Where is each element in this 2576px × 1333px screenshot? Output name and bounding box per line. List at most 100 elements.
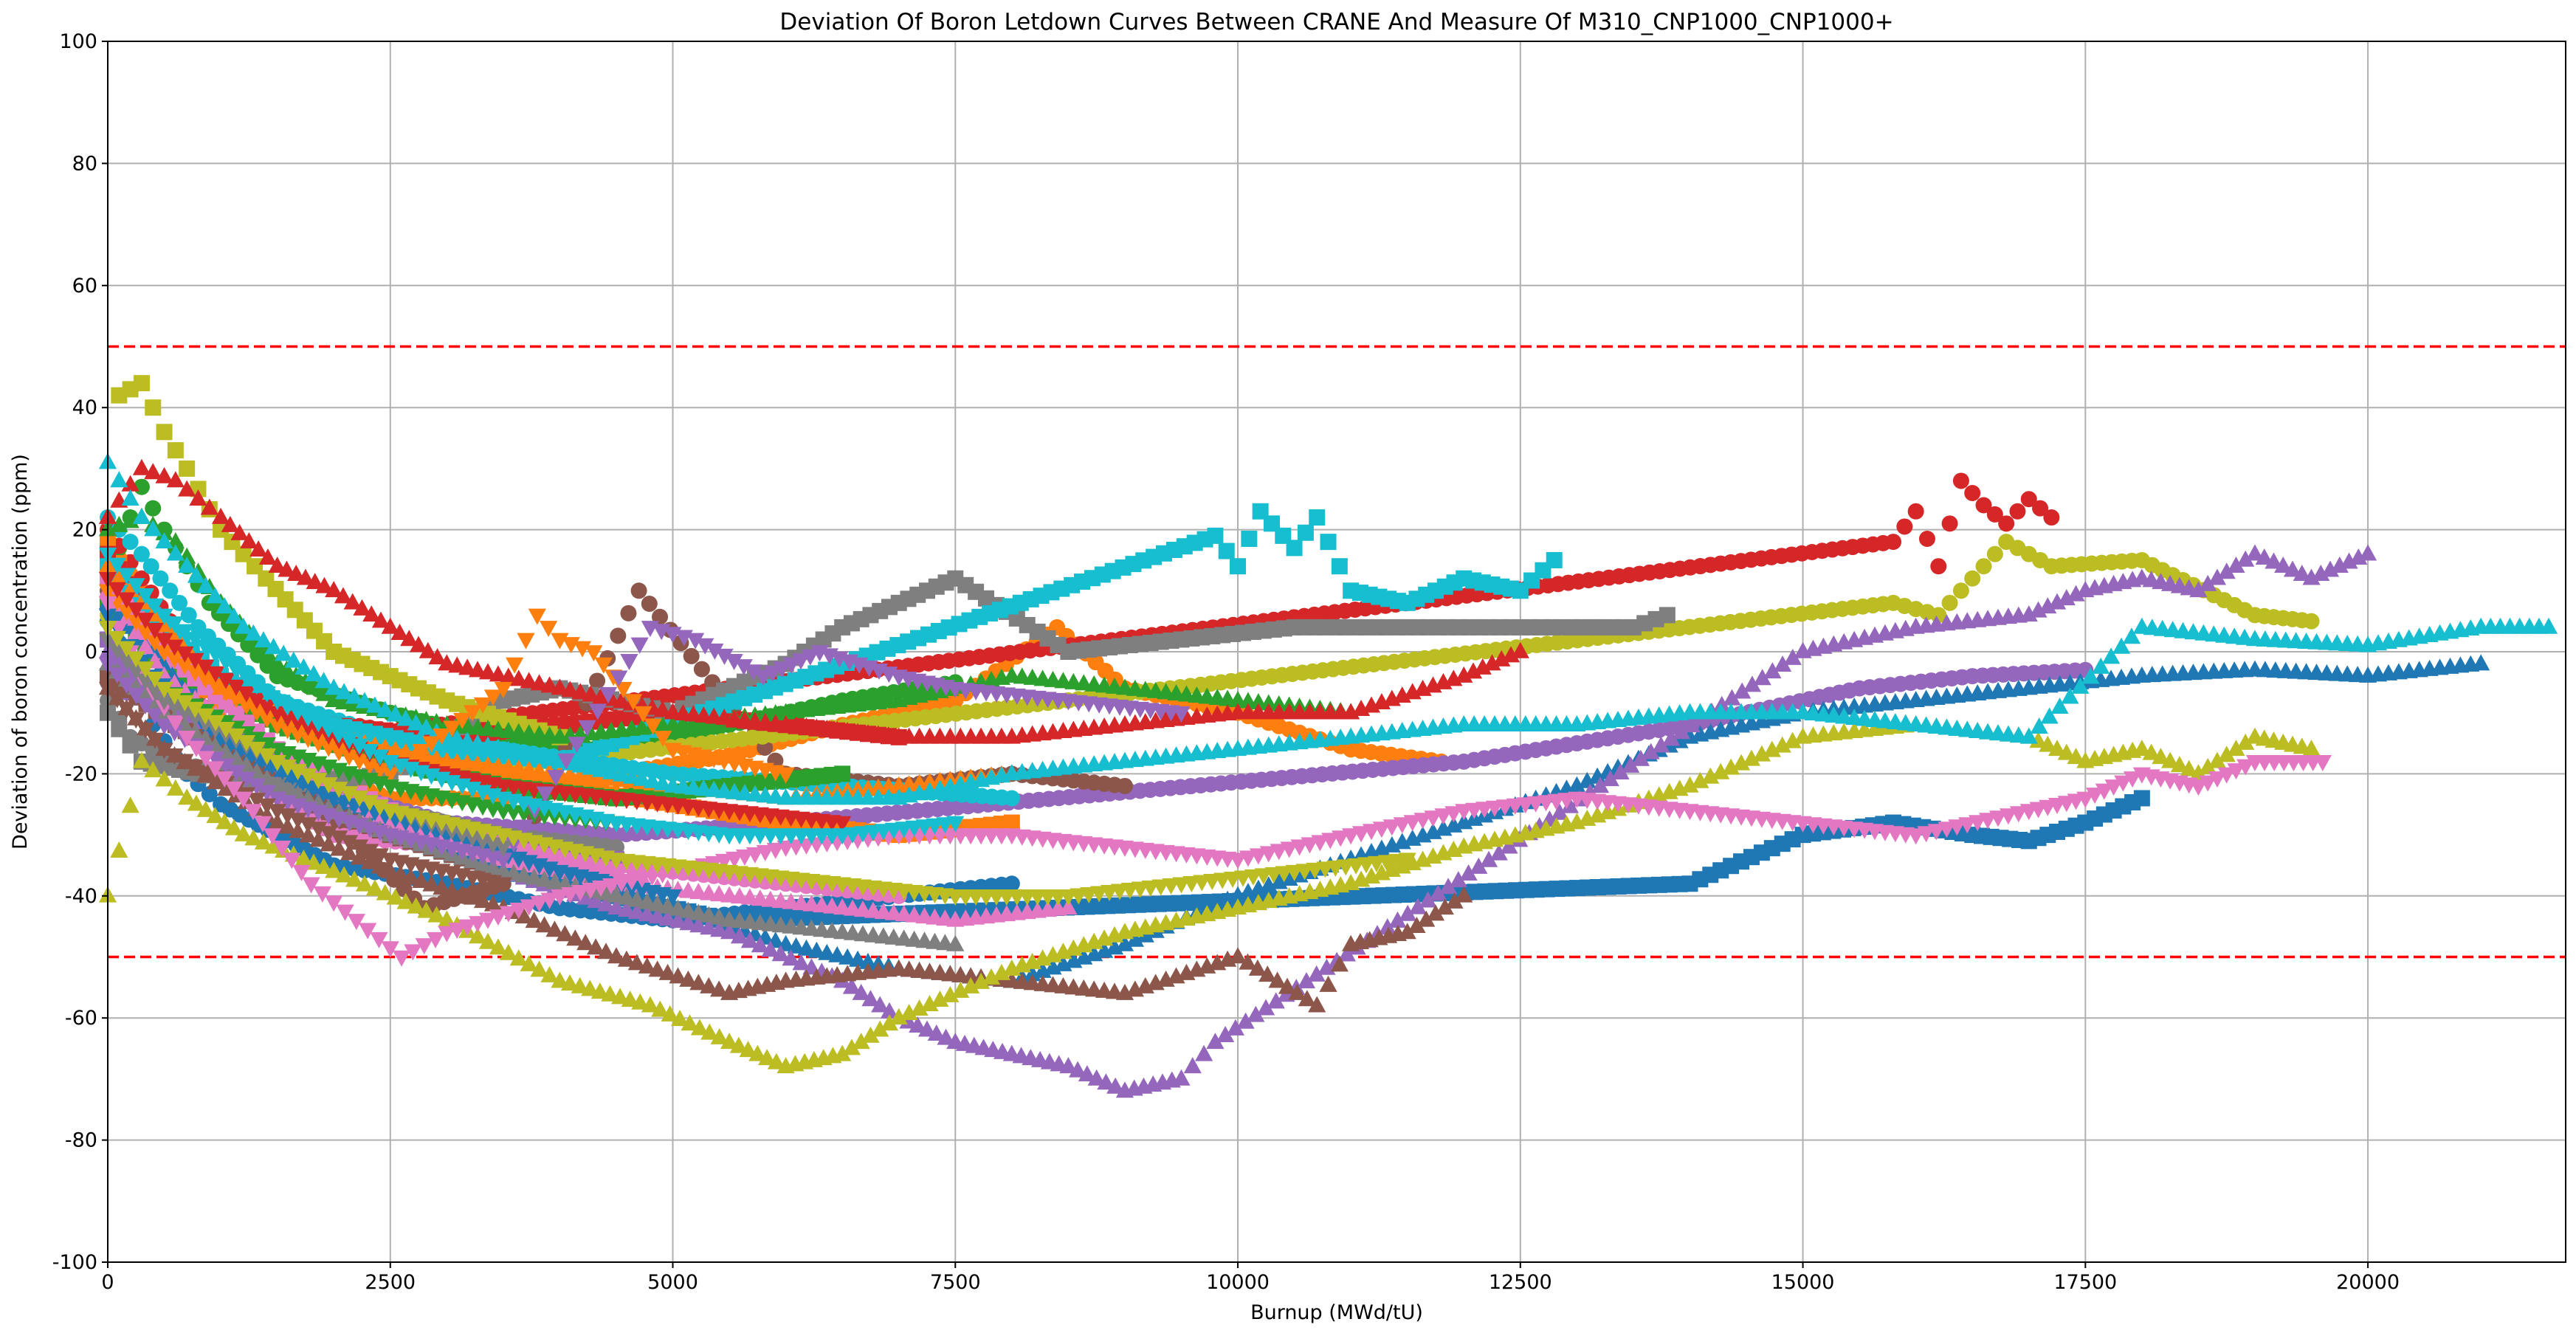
data-point [730, 927, 749, 944]
data-point [540, 749, 559, 766]
data-point [633, 769, 651, 786]
data-point [1003, 814, 1020, 831]
data-point [178, 557, 196, 574]
data-point [196, 751, 215, 768]
data-point [833, 1044, 852, 1061]
data-point [253, 816, 272, 833]
data-point [2019, 727, 2038, 744]
data-point [309, 773, 328, 790]
data-point [136, 722, 155, 739]
data-point [427, 906, 446, 923]
data-point [530, 747, 548, 764]
data-point [545, 920, 564, 937]
data-point [2020, 491, 2037, 508]
data-point [325, 690, 343, 707]
x-tick-label: 0 [101, 1271, 114, 1294]
data-point [2061, 687, 2079, 704]
data-point [1743, 675, 1762, 692]
data-point [1278, 977, 1297, 994]
data-point [917, 1020, 937, 1037]
data-point [2245, 544, 2265, 561]
data-point [951, 981, 970, 998]
data-point [216, 672, 235, 689]
y-tick-label: 60 [72, 275, 97, 297]
data-point [696, 638, 714, 655]
data-point [1591, 776, 1610, 793]
data-point [590, 982, 609, 999]
data-point [2019, 605, 2038, 622]
data-point [735, 849, 754, 866]
data-point [1681, 776, 1699, 793]
data-point [234, 791, 252, 808]
data-point [381, 767, 399, 784]
data-point [520, 745, 538, 762]
data-point [2349, 548, 2368, 565]
data-point [576, 888, 595, 905]
y-tick-label: 40 [72, 396, 97, 419]
data-point [1964, 570, 1981, 587]
data-point [166, 715, 185, 732]
data-point [133, 375, 150, 392]
data-point [386, 888, 404, 905]
data-point [355, 875, 374, 892]
data-point [108, 557, 126, 574]
data-point [1551, 803, 1569, 820]
data-point [1578, 771, 1597, 788]
data-point [258, 748, 276, 765]
data-point [962, 976, 980, 993]
data-point [842, 977, 861, 994]
data-point [190, 480, 207, 497]
data-point [1907, 503, 1924, 520]
data-point [1195, 1044, 1213, 1061]
data-point [621, 991, 639, 1008]
data-point [1546, 551, 1563, 568]
data-point [1712, 762, 1730, 779]
data-point [247, 793, 266, 810]
data-point [591, 880, 610, 897]
data-point [386, 740, 404, 757]
data-point [596, 884, 616, 900]
data-point [249, 540, 268, 557]
data-point [200, 498, 218, 515]
data-point [601, 985, 619, 1002]
data-point [679, 901, 698, 918]
data-point [196, 765, 215, 782]
data-point [1941, 594, 1958, 611]
data-point [2321, 560, 2340, 577]
data-point [551, 889, 569, 906]
data-point [448, 923, 466, 940]
data-point [171, 594, 187, 611]
data-point [145, 598, 164, 615]
data-point [108, 582, 126, 599]
data-point [2199, 574, 2217, 591]
data-point [946, 934, 965, 951]
data-point [1311, 835, 1329, 852]
data-point [2032, 500, 2049, 517]
data-point [2102, 647, 2121, 664]
data-point [617, 950, 636, 967]
data-point [1408, 898, 1428, 914]
data-point [2122, 627, 2141, 644]
data-point [582, 758, 600, 775]
data-point [1331, 558, 1348, 575]
data-point [244, 624, 263, 641]
data-point [2313, 755, 2332, 772]
data-point [428, 648, 447, 665]
data-point [335, 683, 354, 700]
data-point [1362, 824, 1381, 841]
data-point [1986, 545, 2003, 562]
data-point [155, 694, 173, 711]
data-point [2071, 677, 2090, 694]
data-point [216, 813, 234, 830]
data-point [216, 685, 235, 702]
data-point [201, 785, 218, 802]
x-tick-label: 10000 [1206, 1271, 1270, 1294]
data-point [412, 872, 430, 889]
data-point [557, 753, 576, 770]
data-point [370, 931, 388, 948]
data-point [108, 630, 126, 647]
data-point [187, 794, 206, 811]
data-point [509, 949, 528, 966]
data-point [1398, 852, 1416, 869]
data-point [275, 644, 293, 661]
